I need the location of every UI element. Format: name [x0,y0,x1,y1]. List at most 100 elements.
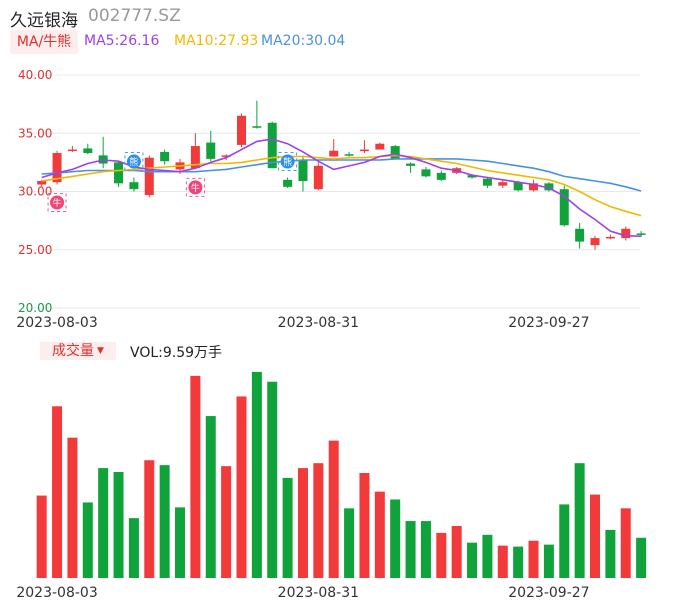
candle-body [406,163,416,166]
candle [206,130,216,162]
candle [498,179,508,189]
volume-bar [590,494,601,578]
candle-body [436,172,446,180]
candle-body [252,126,262,128]
marker-label: 熊 [129,156,138,168]
candle [621,226,631,241]
volume-bar [390,499,401,578]
stock-code: 002777.SZ [88,6,181,26]
candle-body [421,169,431,177]
volume-bar [574,463,585,578]
candle-body [605,236,615,239]
candle-body [160,151,170,162]
candle [83,143,93,155]
volume-bar [159,465,170,578]
candle [421,167,431,178]
volume-bar [144,460,155,578]
volume-bar [221,466,232,578]
candle-body [83,148,93,154]
marker-frame [278,152,298,172]
candle [144,155,154,198]
caret-down-icon: ▼ [97,346,104,356]
volume-value: VOL:9.59万手 [130,345,223,361]
candle-body [298,160,308,182]
volume-bar [175,507,186,578]
x-tick-label: 2023-08-03 [16,585,97,601]
candle-body [37,181,47,185]
marker-label: 牛 [191,182,200,194]
candle [559,185,569,227]
marker-frame [47,193,67,213]
volume-bar [467,542,478,578]
marker-badge [280,154,295,169]
candle-body [236,115,246,145]
marker-badge [126,154,141,169]
volume-bar [513,546,524,578]
volume-bar [113,472,124,578]
volume-bar [205,416,216,578]
volume-bar [482,534,493,578]
candle-body [529,183,539,191]
volume-bar [528,540,539,578]
candle [267,121,277,169]
y-tick-label: 35.00 [18,126,52,140]
candle-body [621,228,631,239]
candle [313,162,323,191]
volume-bar [282,477,293,578]
volume-bar [605,529,616,578]
volume-bar [236,396,247,578]
volume-bar [328,440,339,578]
y-tick-label: 30.00 [18,185,52,199]
ma5-line [41,138,642,237]
candle-body [329,150,339,157]
candle-body [359,149,369,152]
candle-body [575,228,585,242]
candle-body [636,233,646,235]
candle [160,149,170,165]
x-tick-label: 2023-08-31 [278,315,359,331]
bull-bear-markers: 牛 熊牛 熊 [47,152,298,213]
volume-bar [297,468,308,578]
price-grid [32,74,640,309]
volume-bar [405,521,416,578]
candle [605,234,615,240]
ma-bull-bear-tab[interactable]: MA/牛熊 [10,30,78,54]
volume-bar [67,437,78,578]
volume-bar [420,521,431,578]
marker-badge [50,195,65,210]
bull-marker-icon: 牛 [47,193,67,213]
candle [298,155,308,192]
ma-lines [41,138,642,237]
candle-body [67,149,77,152]
ma5-value: MA5:26.16 [84,33,160,49]
candle [544,182,554,192]
candle [98,136,108,169]
candle-body [221,155,231,157]
candle [344,151,354,157]
volume-bar [344,508,355,578]
volume-bar [559,504,570,578]
candle-body [129,182,139,190]
bull-marker-icon: 牛 [185,177,205,197]
marker-frame [124,152,144,172]
volume-dropdown[interactable]: 成交量 ▼ [40,342,116,360]
volume-bar [451,525,462,578]
bear-marker-icon: 熊 [124,152,144,172]
candle [329,139,339,157]
candle [375,142,385,150]
volume-bar [374,491,385,578]
candle-body [144,157,154,195]
x-tick-label: 2023-09-27 [508,585,589,601]
y-tick-label: 40.00 [18,68,52,82]
volume-bar [267,381,278,578]
candle [190,133,200,170]
volume-bar [313,463,324,578]
price-x-axis: 2023-08-03 2023-08-31 2023-09-27 [16,315,589,331]
volume-bar [128,518,139,578]
volume-bar [636,537,647,578]
volume-bar [251,371,262,578]
candle-body [52,153,62,183]
candle [436,170,446,182]
ma10-value: MA10:27.93 [174,33,259,49]
candle [575,222,585,249]
